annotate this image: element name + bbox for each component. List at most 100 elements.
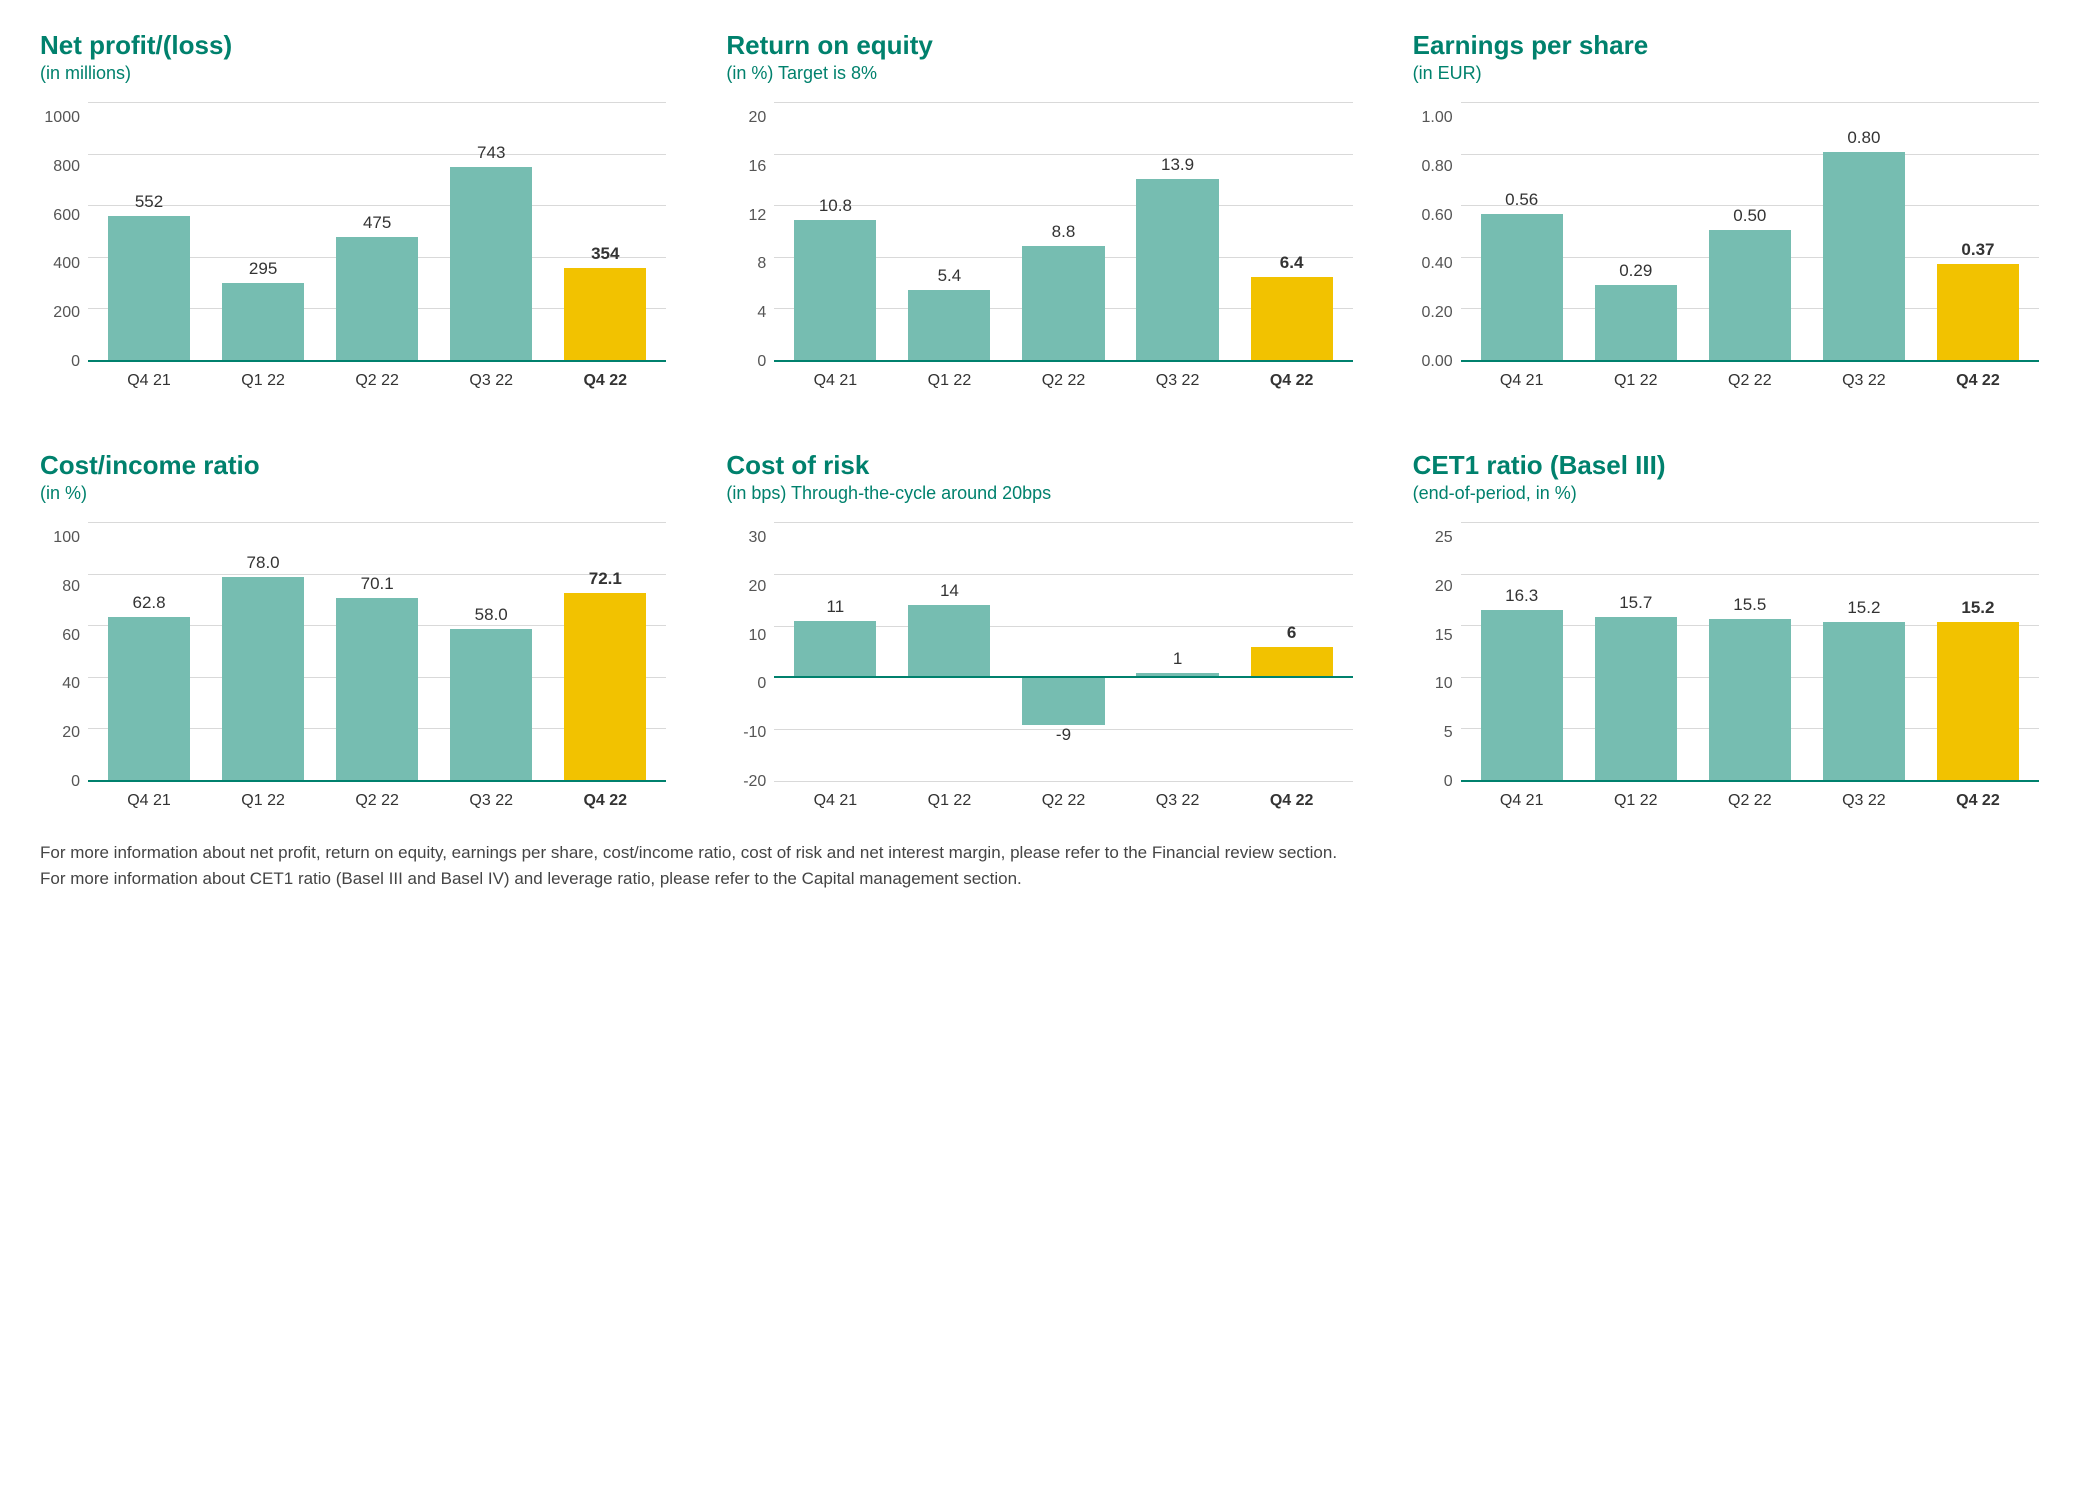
x-tick-label: Q3 22: [1807, 792, 1921, 810]
y-tick-label: 16: [749, 159, 767, 175]
y-axis: 100806040200: [40, 522, 80, 782]
x-tick-label: Q3 22: [1121, 792, 1235, 810]
bar-rect: [1022, 246, 1104, 360]
bar-value-label: 62.8: [132, 593, 165, 613]
chart-cost_of_risk: Cost of risk(in bps) Through-the-cycle a…: [726, 450, 1352, 810]
bar-value-label: 78.0: [247, 553, 280, 573]
bar-col: 0.29: [1579, 102, 1693, 360]
bar-rect: [450, 167, 532, 360]
y-axis: 10008006004002000: [40, 102, 80, 362]
x-axis: Q4 21Q1 22Q2 22Q3 22Q4 22: [88, 792, 666, 810]
chart-subtitle: (in %) Target is 8%: [726, 63, 1352, 84]
x-tick-label: Q2 22: [320, 372, 434, 390]
bar-col: 10.8: [778, 102, 892, 360]
x-tick-label: Q3 22: [434, 792, 548, 810]
x-tick-label: Q2 22: [1693, 792, 1807, 810]
bar-rect: [222, 577, 304, 780]
bar-rect: [336, 237, 418, 361]
bar-rect: [794, 220, 876, 360]
y-tick-label: 5: [1444, 725, 1453, 741]
y-tick-label: 0: [757, 676, 766, 692]
x-axis: Q4 21Q1 22Q2 22Q3 22Q4 22: [88, 372, 666, 390]
chart-roe: Return on equity(in %) Target is 8%20161…: [726, 30, 1352, 390]
x-tick-label: Q4 22: [1235, 372, 1349, 390]
bar-col: 0.56: [1465, 102, 1579, 360]
bar-value-label: 8.8: [1052, 222, 1076, 242]
bar-value-label: 11: [827, 597, 845, 617]
chart-cost_income: Cost/income ratio(in %)10080604020062.87…: [40, 450, 666, 810]
bar-value-label: 6: [1287, 623, 1296, 643]
y-axis: 2520151050: [1413, 522, 1453, 782]
bar-rect: [908, 290, 990, 360]
bar-col: 6.4: [1235, 102, 1349, 360]
y-tick-label: 15: [1435, 628, 1453, 644]
x-tick-label: Q3 22: [1807, 372, 1921, 390]
bar-rect: [1709, 230, 1791, 360]
y-tick-label: 0.00: [1422, 354, 1453, 370]
chart-title: Net profit/(loss): [40, 30, 666, 61]
x-tick-label: Q2 22: [1006, 792, 1120, 810]
chart-cet1: CET1 ratio (Basel III)(end-of-period, in…: [1413, 450, 2039, 810]
bar-col: 354: [548, 102, 662, 360]
bar-rect: [1709, 619, 1791, 780]
plot-area: 62.878.070.158.072.1: [88, 522, 666, 782]
bar-col: 15.5: [1693, 522, 1807, 780]
chart-subtitle: (end-of-period, in %): [1413, 483, 2039, 504]
x-tick-label: Q4 22: [1235, 792, 1349, 810]
bar-rect: [1136, 179, 1218, 360]
y-tick-label: 60: [62, 628, 80, 644]
bar-rect: [1481, 214, 1563, 360]
footnote: For more information about net profit, r…: [40, 840, 2039, 891]
x-axis: Q4 21Q1 22Q2 22Q3 22Q4 22: [774, 372, 1352, 390]
y-tick-label: 80: [62, 579, 80, 595]
y-tick-label: 20: [749, 110, 767, 126]
bar-value-label: 0.80: [1847, 128, 1880, 148]
bar-col: 1: [1121, 522, 1235, 782]
chart-subtitle: (in %): [40, 483, 666, 504]
bar-col: 16.3: [1465, 522, 1579, 780]
x-tick-label: Q1 22: [206, 792, 320, 810]
bar-value-label: 15.7: [1619, 593, 1652, 613]
bar-value-label: -9: [1056, 725, 1071, 745]
bar-rect: [1022, 678, 1104, 725]
bar-rect: [336, 598, 418, 780]
plot-area: 1114-916: [774, 522, 1352, 782]
x-tick-label: Q1 22: [206, 372, 320, 390]
plot-area: 10.85.48.813.96.4: [774, 102, 1352, 362]
bar-rect: [1823, 622, 1905, 780]
x-tick-label: Q1 22: [1579, 372, 1693, 390]
bar-value-label: 0.50: [1733, 206, 1766, 226]
bar-col: 295: [206, 102, 320, 360]
x-tick-label: Q4 22: [548, 792, 662, 810]
bar-col: -9: [1006, 522, 1120, 782]
bar-value-label: 10.8: [819, 196, 852, 216]
x-axis: Q4 21Q1 22Q2 22Q3 22Q4 22: [774, 792, 1352, 810]
plot-area: 16.315.715.515.215.2: [1461, 522, 2039, 782]
bar-value-label: 15.2: [1961, 598, 1994, 618]
bar-col: 58.0: [434, 522, 548, 780]
x-tick-label: Q1 22: [892, 372, 1006, 390]
bar-value-label: 0.37: [1961, 240, 1994, 260]
chart-subtitle: (in EUR): [1413, 63, 2039, 84]
chart-net_profit: Net profit/(loss)(in millions)1000800600…: [40, 30, 666, 390]
x-tick-label: Q1 22: [892, 792, 1006, 810]
y-tick-label: 0: [757, 354, 766, 370]
bar-value-label: 0.29: [1619, 261, 1652, 281]
x-tick-label: Q4 21: [778, 792, 892, 810]
bar-col: 0.37: [1921, 102, 2035, 360]
bar-rect: [1823, 152, 1905, 360]
y-tick-label: 0.20: [1422, 305, 1453, 321]
bar-col: 15.7: [1579, 522, 1693, 780]
y-tick-label: 20: [1435, 579, 1453, 595]
bar-col: 5.4: [892, 102, 1006, 360]
y-tick-label: 800: [53, 159, 80, 175]
bar-rect: [1251, 647, 1333, 678]
footnote-line: For more information about CET1 ratio (B…: [40, 866, 2039, 892]
bar-col: 475: [320, 102, 434, 360]
x-tick-label: Q4 21: [92, 372, 206, 390]
y-tick-label: 10: [1435, 676, 1453, 692]
x-tick-label: Q4 21: [778, 372, 892, 390]
x-tick-label: Q2 22: [1693, 372, 1807, 390]
bar-col: 15.2: [1807, 522, 1921, 780]
x-tick-label: Q4 21: [1465, 372, 1579, 390]
